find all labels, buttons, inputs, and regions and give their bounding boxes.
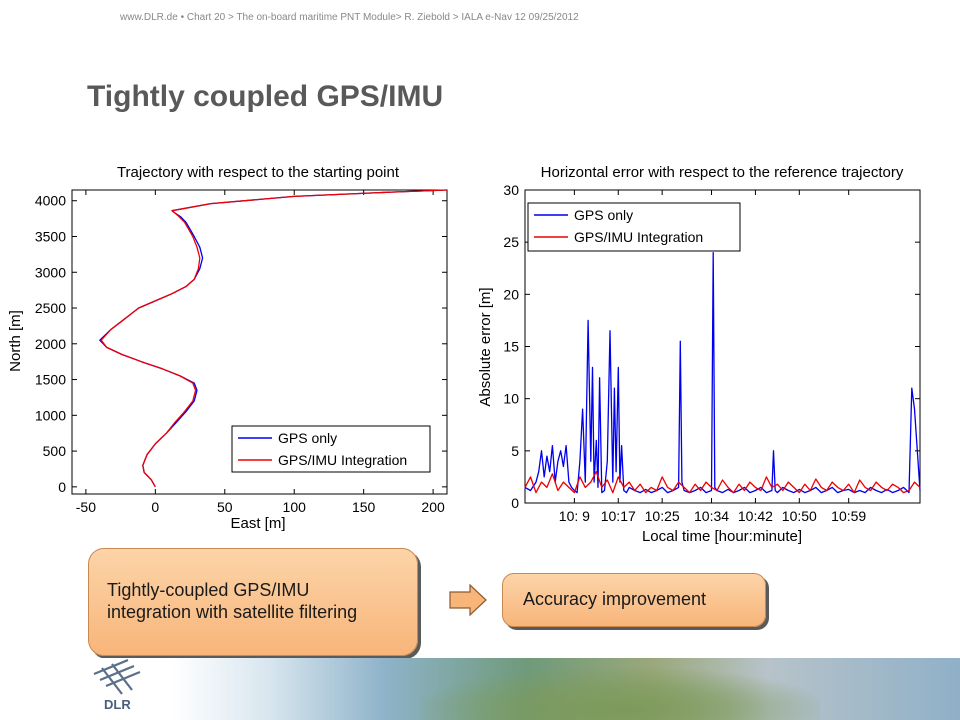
x-tick-label: 200 <box>421 499 445 515</box>
dlr-logo-text: DLR <box>104 697 131 712</box>
legend-box <box>231 425 431 473</box>
y-tick-label: 1000 <box>35 407 66 423</box>
y-tick-label: 3000 <box>35 264 66 280</box>
page-title: Tightly coupled GPS/IMU <box>87 80 444 113</box>
chart-title: Horizontal error with respect to the ref… <box>541 164 904 181</box>
method-line-2: integration with satellite filtering <box>107 602 358 622</box>
y-tick-label: 30 <box>503 182 519 198</box>
y-tick-label: 4000 <box>35 193 66 209</box>
x-tick-label: 10:59 <box>831 508 866 524</box>
earth-image-bar <box>0 658 960 720</box>
dlr-logo-icon: DLR <box>93 658 141 712</box>
slide-header: www.DLR.de • Chart 20 > The on-board mar… <box>120 12 579 23</box>
error-chart: Horizontal error with respect to the ref… <box>477 164 921 545</box>
chart-title: Trajectory with respect to the starting … <box>117 164 400 181</box>
legend-box <box>527 202 741 252</box>
y-tick-label: 3500 <box>35 228 66 244</box>
y-axis-label: Absolute error [m] <box>477 287 494 406</box>
earth-land-texture <box>420 668 820 720</box>
chart-legend: GPS only GPS/IMU Integration <box>527 202 741 252</box>
result-label: Accuracy improvement <box>523 589 707 609</box>
x-tick-label: 50 <box>217 499 233 515</box>
y-tick-label: 0 <box>511 495 519 511</box>
series-gps-imu-line <box>524 471 921 494</box>
y-tick-label: 20 <box>503 286 519 302</box>
y-tick-label: 25 <box>503 234 519 250</box>
header-site: www.DLR.de <box>120 12 178 23</box>
legend-label: GPS only <box>574 207 633 223</box>
y-tick-label: 500 <box>43 443 67 459</box>
y-tick-label: 0 <box>58 479 66 495</box>
legend-label: GPS/IMU Integration <box>574 229 703 245</box>
result-box: Accuracy improvement <box>502 573 766 627</box>
y-tick-label: 15 <box>503 339 519 355</box>
arrow-right-icon <box>449 583 487 617</box>
x-axis-label: East [m] <box>230 515 285 532</box>
method-line-1: Tightly-coupled GPS/IMU <box>107 580 310 600</box>
x-tick-label: 150 <box>352 499 376 515</box>
y-tick-label: 5 <box>511 443 519 459</box>
x-tick-label: 100 <box>283 499 307 515</box>
header-chart: Chart 20 <box>186 12 226 23</box>
x-tick-label: -50 <box>76 499 96 515</box>
x-tick-label: 10:34 <box>694 508 729 524</box>
x-tick-label: 0 <box>151 499 159 515</box>
x-tick-label: 10:25 <box>645 508 680 524</box>
y-axis-label: North [m] <box>7 310 24 372</box>
chart-legend: GPS only GPS/IMU Integration <box>231 425 431 473</box>
x-tick-label: 10:42 <box>738 508 773 524</box>
y-tick-label: 2500 <box>35 300 66 316</box>
x-axis-label: Local time [hour:minute] <box>642 528 802 545</box>
y-tick-label: 1500 <box>35 372 66 388</box>
series-gps-imu-line <box>100 189 448 488</box>
header-breadcrumb: > The on-board maritime PNT Module> R. Z… <box>228 12 579 23</box>
header-bullet: • <box>180 12 187 23</box>
y-tick-label: 2000 <box>35 336 66 352</box>
trajectory-chart: Trajectory with respect to the starting … <box>7 164 448 532</box>
legend-label: GPS only <box>278 430 337 446</box>
method-box: Tightly-coupled GPS/IMU integration with… <box>88 548 418 656</box>
x-tick-label: 10: 9 <box>559 508 590 524</box>
x-tick-label: 10:50 <box>782 508 817 524</box>
x-tick-label: 10:17 <box>601 508 636 524</box>
legend-label: GPS/IMU Integration <box>278 452 407 468</box>
series-gps-only-line <box>524 251 921 494</box>
y-tick-label: 10 <box>503 391 519 407</box>
